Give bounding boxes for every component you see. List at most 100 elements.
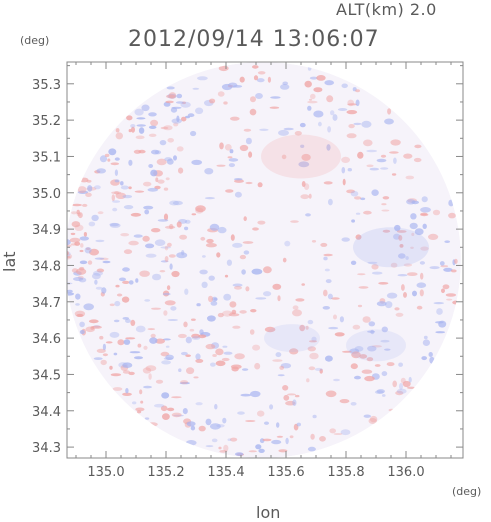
field-speckle [79, 329, 85, 335]
field-speckle [429, 266, 440, 270]
field-speckle [389, 151, 399, 154]
field-speckle [122, 194, 133, 199]
field-speckle [351, 351, 361, 359]
field-speckle [355, 99, 360, 107]
y-tick-label: 34.5 [32, 368, 61, 383]
field-speckle [191, 159, 203, 165]
field-speckle [161, 392, 170, 399]
field-speckle [251, 268, 263, 275]
field-speckle [155, 177, 159, 182]
x-tick-label: 135.4 [207, 465, 244, 480]
field-speckle [230, 364, 242, 370]
field-speckle [333, 314, 337, 320]
field-speckle [381, 203, 387, 206]
field-speckle [201, 281, 208, 288]
field-speckle [143, 385, 152, 389]
field-speckle [284, 240, 291, 247]
field-speckle [151, 149, 160, 155]
field-speckle [388, 408, 395, 412]
field-speckle [94, 279, 98, 285]
field-speckle [381, 371, 388, 377]
field-speckle [198, 334, 207, 339]
field-speckle [101, 287, 107, 294]
field-speckle [211, 438, 218, 443]
field-speckle [210, 301, 218, 306]
field-speckle [325, 279, 332, 284]
field-speckle [346, 133, 357, 139]
field-speckle [115, 192, 127, 199]
field-speckle [366, 164, 374, 168]
field-speckle [413, 157, 422, 163]
field-speckle [224, 274, 229, 278]
field-speckle [181, 351, 188, 356]
x-axis-unit: (deg) [452, 485, 482, 498]
y-tick-label: 35.2 [32, 114, 61, 129]
field-speckle [172, 200, 183, 206]
field-speckle [341, 237, 350, 242]
field-speckle [111, 191, 122, 195]
field-speckle [232, 242, 243, 248]
field-speckle [221, 357, 230, 362]
field-speckle [243, 250, 250, 255]
field-speckle [257, 410, 265, 417]
field-speckle [325, 355, 333, 362]
field-speckle [125, 337, 136, 340]
field-speckle [135, 278, 139, 283]
field-speckle [369, 167, 380, 171]
field-speckle [215, 360, 226, 367]
field-speckle [102, 353, 108, 357]
field-speckle [263, 291, 272, 297]
field-speckle [144, 417, 150, 420]
field-speckle [199, 329, 204, 335]
field-speckle [76, 212, 81, 217]
field-speckle [149, 337, 158, 344]
field-speckle [176, 221, 182, 228]
field-speckle [79, 236, 90, 241]
field-speckle [357, 273, 366, 276]
field-speckle [289, 435, 294, 439]
field-speckle [355, 212, 361, 215]
field-speckle [448, 199, 454, 207]
field-speckle [205, 445, 214, 448]
field-speckle [88, 319, 99, 324]
field-speckle [145, 365, 157, 372]
field-speckle [340, 429, 351, 436]
field-speckle [363, 210, 372, 215]
field-speckle [180, 380, 189, 385]
field-speckle [252, 227, 259, 231]
field-speckle [320, 242, 328, 247]
field-speckle [326, 95, 334, 103]
field-speckle [341, 167, 346, 174]
field-speckle [329, 428, 337, 434]
y-tick-label: 34.8 [32, 259, 61, 274]
field-speckle [323, 253, 333, 257]
field-speckle [248, 151, 253, 158]
field-speckle [435, 331, 446, 334]
field-speckle [87, 260, 93, 265]
field-speckle [191, 333, 201, 339]
field-speckle [171, 270, 180, 278]
field-speckle [67, 239, 71, 246]
field-speckle [84, 247, 92, 254]
field-speckle [416, 282, 427, 289]
field-speckle [299, 324, 306, 332]
field-speckle [109, 365, 113, 370]
field-speckle [401, 284, 405, 291]
field-speckle [120, 233, 130, 237]
field-speckle [148, 164, 154, 168]
field-speckle [364, 375, 375, 382]
field-speckle [168, 254, 176, 258]
field-speckle [368, 418, 377, 424]
field-speckle [114, 179, 120, 183]
field-speckle [421, 196, 428, 203]
field-speckle [307, 100, 318, 104]
field-speckle [156, 158, 167, 166]
field-speckle [171, 106, 182, 109]
field-speckle [195, 358, 204, 363]
field-speckle [331, 297, 340, 300]
field-speckle [228, 313, 240, 317]
field-speckle [182, 408, 188, 415]
field-speckle [250, 390, 261, 398]
y-tick-label: 34.3 [32, 441, 61, 456]
field-speckle [190, 425, 196, 431]
